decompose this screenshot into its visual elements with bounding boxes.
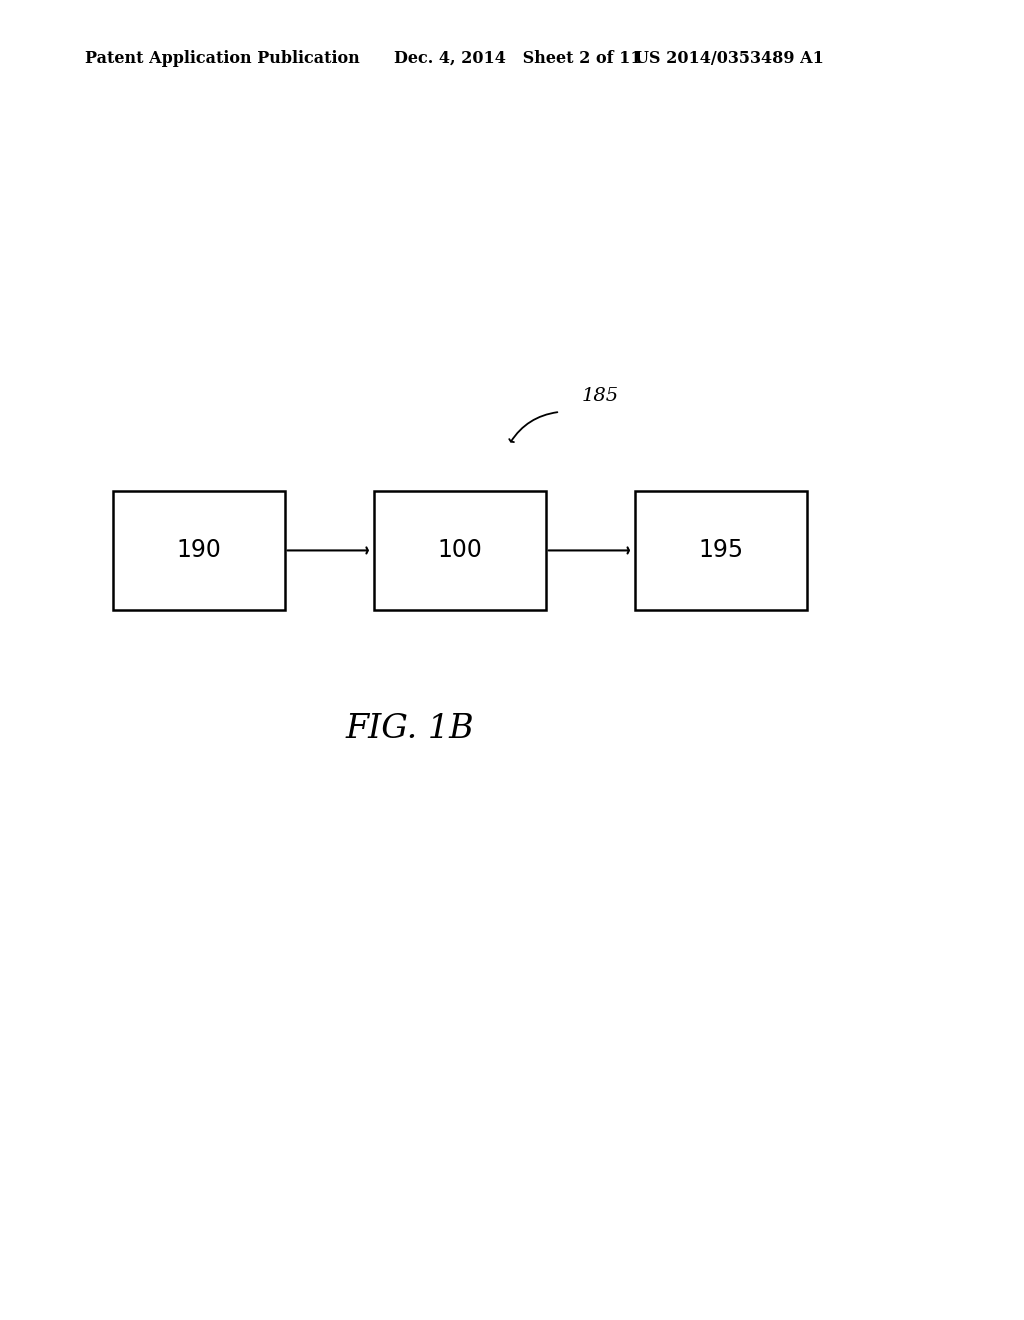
- Text: 185: 185: [582, 387, 618, 405]
- Bar: [635, 491, 807, 610]
- Text: 190: 190: [176, 539, 221, 562]
- Bar: [374, 491, 546, 610]
- Text: US 2014/0353489 A1: US 2014/0353489 A1: [635, 50, 823, 66]
- Text: Dec. 4, 2014   Sheet 2 of 11: Dec. 4, 2014 Sheet 2 of 11: [394, 50, 642, 66]
- Text: FIG. 1B: FIG. 1B: [345, 713, 474, 744]
- Bar: [113, 491, 285, 610]
- Text: 100: 100: [437, 539, 482, 562]
- Text: Patent Application Publication: Patent Application Publication: [85, 50, 359, 66]
- Text: 195: 195: [698, 539, 743, 562]
